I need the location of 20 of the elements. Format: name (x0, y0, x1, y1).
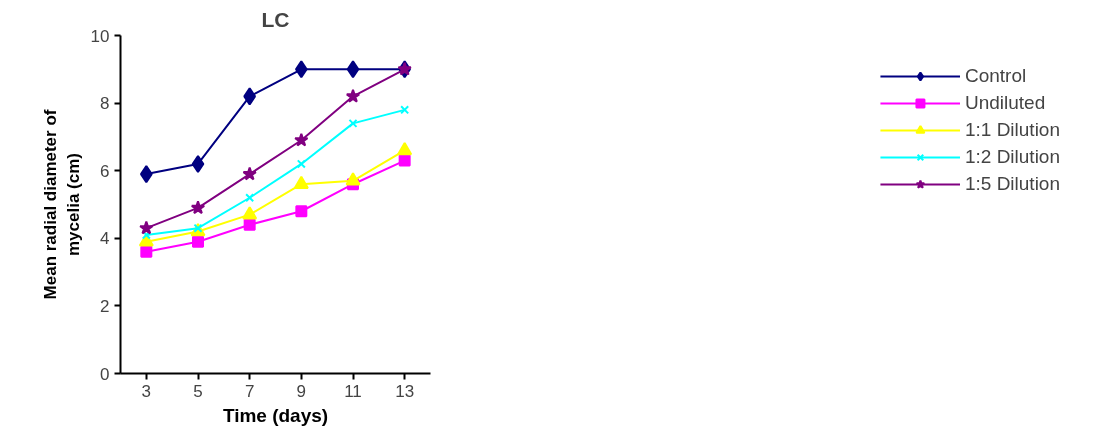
legend-label: Undiluted (964, 92, 1046, 114)
y-tick-label: 4 (100, 229, 110, 249)
x-axis-title: Time (days) (222, 404, 329, 426)
legend-label: 1:2 Dilution (964, 146, 1060, 168)
y-tick-label: 10 (90, 26, 110, 46)
x-tick-label: 7 (244, 381, 255, 401)
y-axis-title: Mean radial diameter of mycelia (cm) (40, 109, 83, 300)
chart-title: LC (261, 7, 290, 31)
y-tick-label: 0 (100, 364, 110, 384)
legend-label: Control (964, 65, 1027, 87)
y-tick-label: 2 (100, 296, 110, 316)
y-tick-label: 6 (100, 161, 110, 181)
legend-label: 1:5 Dilution (964, 173, 1060, 195)
x-tick-label: 3 (141, 381, 152, 401)
x-tick-label: 11 (344, 381, 362, 401)
x-tick-label: 9 (296, 381, 307, 401)
x-tick-label: 5 (193, 381, 203, 401)
y-tick-label: 8 (100, 94, 110, 114)
legend-label: 1:1 Dilution (964, 119, 1060, 141)
x-tick-label: 13 (395, 381, 415, 401)
